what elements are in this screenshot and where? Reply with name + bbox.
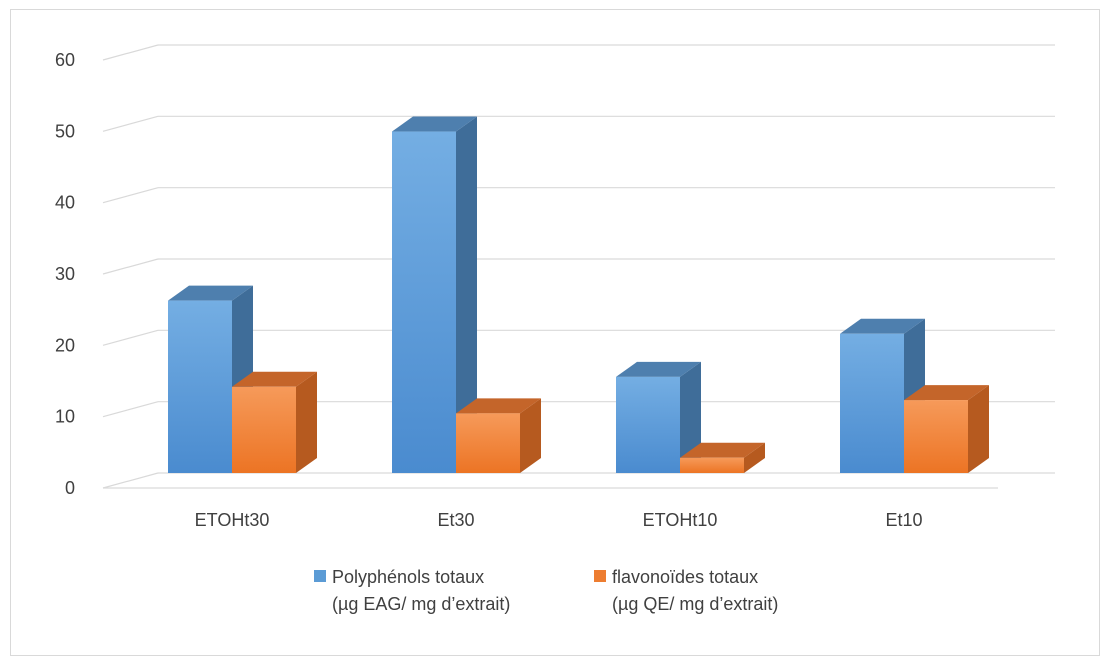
bar-top-face xyxy=(392,116,477,132)
bar-front-face xyxy=(904,400,968,473)
legend-item-flavonoids: flavonoïdes totaux (µg QE/ mg d’extrait) xyxy=(594,567,778,614)
y-axis-ticks: 0 10 20 30 40 50 60 xyxy=(55,50,75,498)
bar-front-face xyxy=(168,300,232,473)
bar-flavonoids-ETOHt30 xyxy=(232,371,317,473)
legend-label: (µg QE/ mg d’extrait) xyxy=(612,594,778,614)
bar-side-face xyxy=(744,442,765,473)
y-tick-label: 40 xyxy=(55,193,75,213)
bar-polyphenols-ETOHt10 xyxy=(616,361,701,473)
bar-flavonoids-ETOHt10 xyxy=(680,442,765,473)
bar-top-face xyxy=(168,285,253,301)
gridline-side xyxy=(102,258,159,275)
gridline-side xyxy=(102,44,159,61)
bar-top-face xyxy=(232,371,317,387)
x-category-label: ETOHt10 xyxy=(643,510,718,530)
legend-label: Polyphénols totaux xyxy=(332,567,484,587)
y-tick-label: 30 xyxy=(55,264,75,284)
y-tick-label: 20 xyxy=(55,335,75,355)
bar-side-face xyxy=(968,385,989,473)
floor-plane xyxy=(103,473,1055,488)
bar-top-face xyxy=(904,385,989,401)
bar-side-face xyxy=(680,361,701,473)
bar-top-face xyxy=(840,318,925,334)
bar-side-face xyxy=(456,116,477,474)
gridline-side xyxy=(102,187,159,204)
bar-polyphenols-ETOHt30 xyxy=(168,285,253,473)
bar-front-face xyxy=(616,376,680,473)
x-category-label: ETOHt30 xyxy=(195,510,270,530)
legend-swatch xyxy=(594,570,606,582)
gridline-side xyxy=(102,472,159,489)
x-axis-categories: ETOHt30 Et30 ETOHt10 Et10 xyxy=(195,510,923,530)
gridline-side xyxy=(102,115,159,132)
x-category-label: Et30 xyxy=(437,510,474,530)
y-tick-label: 60 xyxy=(55,50,75,70)
bar-front-face xyxy=(232,386,296,473)
bar-front-face xyxy=(680,457,744,473)
bar-top-face xyxy=(680,442,765,458)
bar-side-face xyxy=(520,398,541,473)
legend-swatch xyxy=(314,570,326,582)
y-tick-label: 10 xyxy=(55,407,75,427)
bar-flavonoids-Et10 xyxy=(904,385,989,473)
legend-label: (µg EAG/ mg d’extrait) xyxy=(332,594,510,614)
gridline-side xyxy=(102,401,159,418)
chart-floor xyxy=(103,473,1055,489)
bar-top-face xyxy=(456,398,541,414)
bar-polyphenols-Et30 xyxy=(392,116,477,474)
bar-front-face xyxy=(840,333,904,473)
bar-side-face xyxy=(296,371,317,473)
y-tick-label: 0 xyxy=(65,478,75,498)
x-category-label: Et10 xyxy=(885,510,922,530)
bar-flavonoids-Et30 xyxy=(456,398,541,473)
legend-item-polyphenols: Polyphénols totaux (µg EAG/ mg d’extrait) xyxy=(314,567,510,614)
legend: Polyphénols totaux (µg EAG/ mg d’extrait)… xyxy=(314,567,778,614)
bars xyxy=(168,116,989,474)
bar-front-face xyxy=(456,413,520,473)
y-tick-label: 50 xyxy=(55,121,75,141)
gridline-side xyxy=(102,329,159,346)
bar-top-face xyxy=(616,361,701,377)
bar-front-face xyxy=(392,131,456,473)
legend-label: flavonoïdes totaux xyxy=(612,567,758,587)
